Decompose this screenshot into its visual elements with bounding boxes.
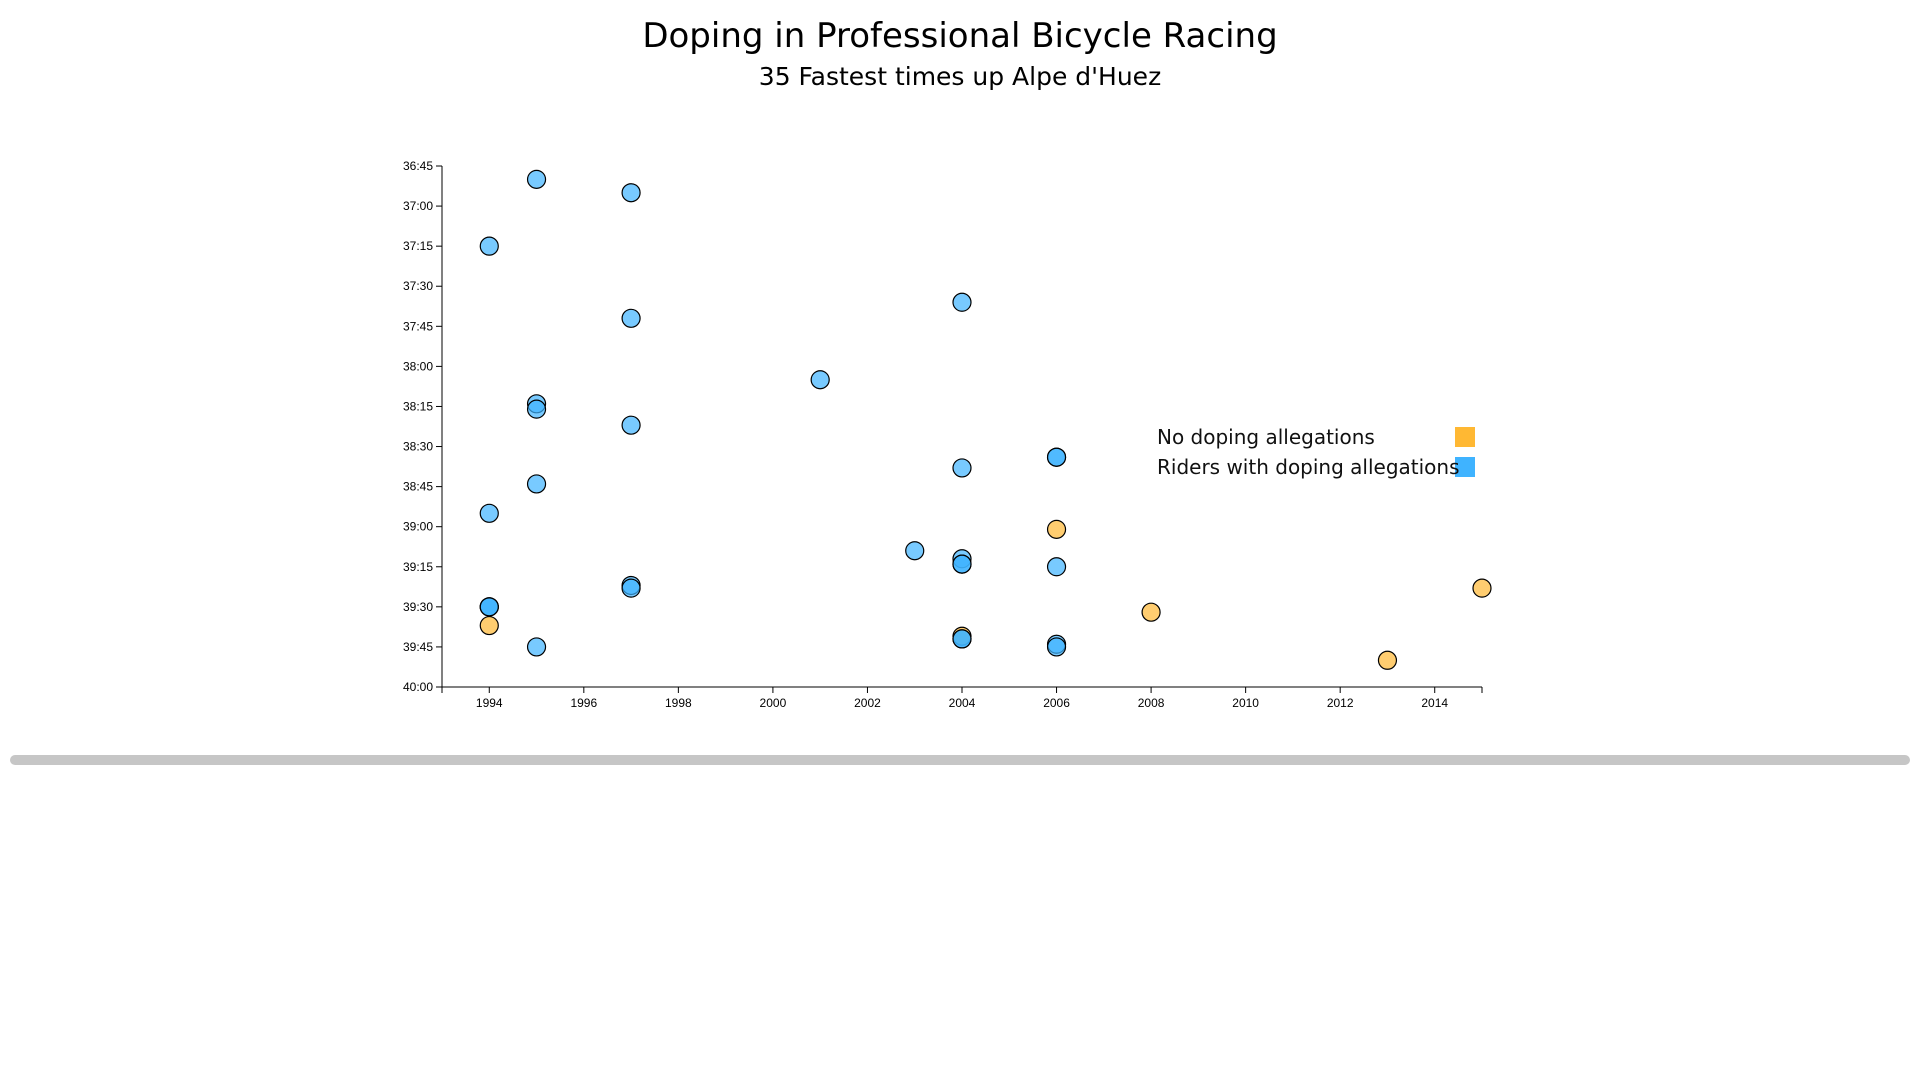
dot-doping[interactable]	[905, 541, 925, 561]
x-tick-label: 1996	[570, 696, 597, 710]
y-tick-label: 38:45	[403, 480, 433, 494]
legend-label-doping: Riders with doping allegations	[1157, 455, 1460, 479]
legend: No doping allegations Riders with doping …	[1157, 425, 1475, 479]
legend-label-no_doping: No doping allegations	[1157, 425, 1375, 449]
legend-swatch-doping	[1455, 457, 1475, 477]
dot-doping[interactable]	[479, 503, 499, 523]
y-tick-label: 39:15	[403, 560, 433, 574]
y-axis: 36:45 37:00 37:15 37:30 37:45 38:00 38:15 38:30…	[403, 159, 443, 694]
x-tick-label: 2000	[760, 696, 787, 710]
x-tick-label: 2010	[1232, 696, 1259, 710]
x-tick-label: 2012	[1327, 696, 1354, 710]
x-tick-label: 2002	[854, 696, 881, 710]
chart-subtitle: 35 Fastest times up Alpe d'Huez	[758, 62, 1162, 91]
y-tick-label: 37:30	[403, 279, 433, 293]
y-tick-label: 37:45	[403, 319, 433, 333]
scatter-chart: 36:45 37:00 37:15 37:30 37:45 38:00 38:15 38:30…	[403, 159, 1492, 710]
y-tick-label: 39:30	[403, 600, 433, 614]
dot-doping[interactable]	[526, 474, 547, 494]
y-tick-label: 37:15	[403, 239, 433, 253]
x-axis: 1994 1996 1998 2000 2002 2004 2006 2008 2010 2012…	[441, 686, 1483, 710]
dot-doping[interactable]	[952, 292, 972, 312]
dot-doping[interactable]	[621, 183, 641, 203]
dot-no-doping[interactable]	[1472, 578, 1492, 598]
dot-doping[interactable]	[621, 415, 641, 435]
dot-doping[interactable]	[1046, 557, 1067, 577]
y-tick-label: 38:00	[403, 359, 433, 373]
y-tick-label: 39:00	[403, 520, 433, 534]
data-points	[479, 169, 1492, 670]
dot-doping[interactable]	[952, 629, 972, 649]
dot-doping[interactable]	[952, 554, 972, 574]
x-tick-label: 2014	[1421, 696, 1448, 710]
x-tick-label: 2008	[1138, 696, 1165, 710]
y-tick-label: 40:00	[403, 680, 433, 694]
dot-doping[interactable]	[1046, 447, 1067, 467]
horizontal-scrollbar[interactable]	[10, 755, 1910, 765]
dot-doping[interactable]	[526, 399, 547, 419]
dot-no-doping[interactable]	[1046, 519, 1067, 539]
y-tick-label: 36:45	[403, 159, 433, 173]
y-tick-label: 37:00	[403, 199, 433, 213]
dot-doping[interactable]	[952, 458, 972, 478]
dot-doping[interactable]	[621, 308, 641, 328]
dot-doping[interactable]	[1046, 637, 1067, 657]
y-tick-label: 39:45	[403, 640, 433, 654]
y-tick-label: 38:15	[403, 399, 433, 413]
dot-doping[interactable]	[479, 597, 499, 617]
x-tick-label: 1994	[476, 696, 503, 710]
dot-doping[interactable]	[810, 370, 830, 390]
chart-title: Doping in Professional Bicycle Racing	[642, 16, 1278, 56]
legend-swatch-no_doping	[1455, 427, 1475, 447]
dot-doping[interactable]	[479, 236, 499, 256]
dot-no-doping[interactable]	[1377, 650, 1398, 670]
dot-doping[interactable]	[526, 637, 547, 657]
dot-no-doping[interactable]	[1141, 602, 1161, 622]
x-tick-label: 2004	[949, 696, 976, 710]
dot-doping[interactable]	[621, 578, 641, 598]
x-tick-label: 2006	[1043, 696, 1070, 710]
y-tick-label: 38:30	[403, 440, 433, 454]
dot-no-doping[interactable]	[479, 615, 499, 636]
dot-doping[interactable]	[526, 169, 547, 189]
x-tick-label: 1998	[665, 696, 692, 710]
